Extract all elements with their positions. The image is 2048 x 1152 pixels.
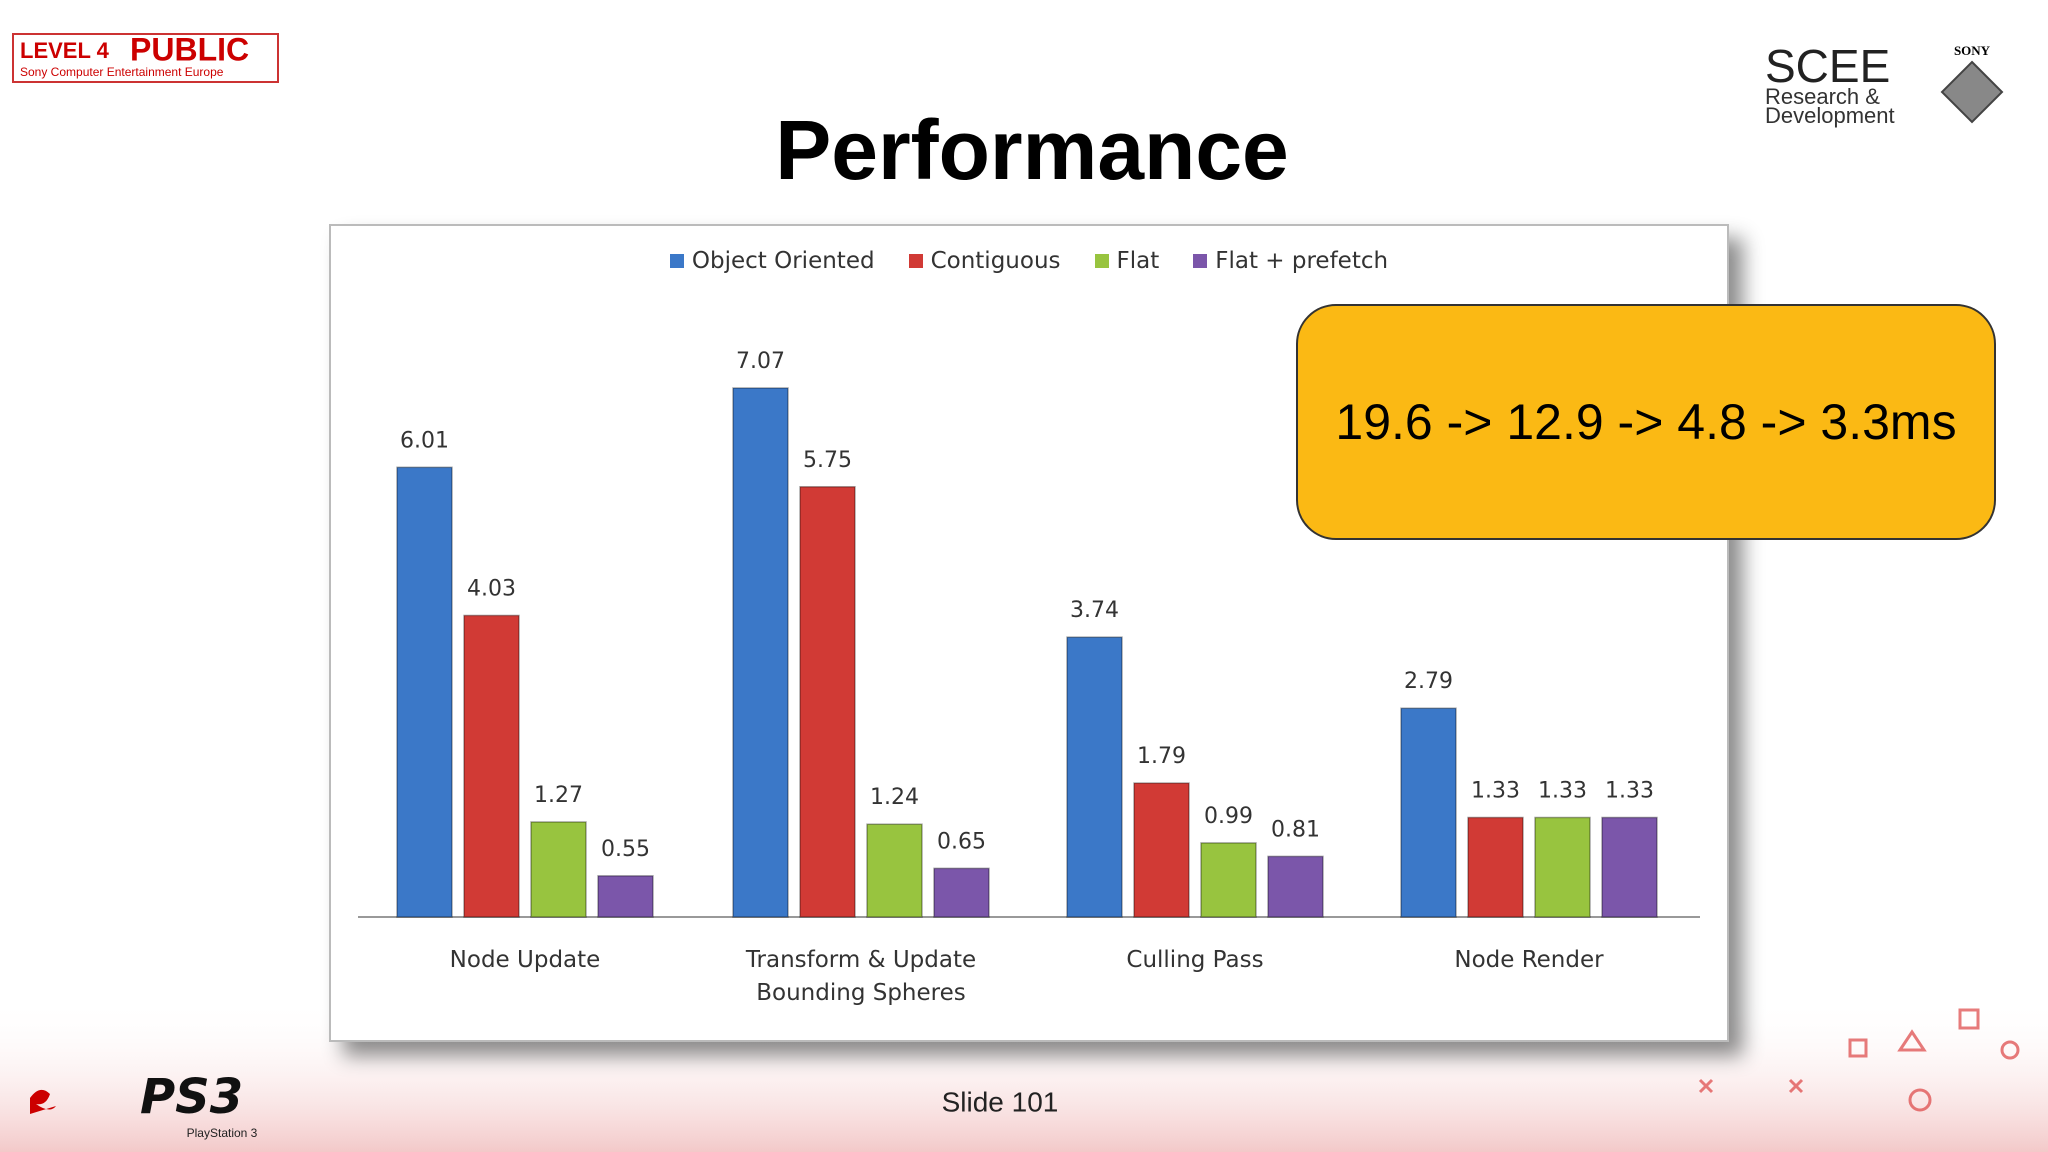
legend-swatch [669, 254, 684, 268]
badge [12, 33, 279, 83]
bar [732, 387, 789, 918]
bar [396, 466, 453, 918]
bar [1467, 816, 1524, 918]
legend-label: Object Oriented [691, 248, 875, 274]
value-label: 4.03 [467, 576, 516, 601]
bar [1200, 842, 1257, 918]
sony-diamond [1940, 60, 2004, 124]
value-label: 5.75 [803, 448, 852, 473]
value-label: 0.55 [601, 837, 650, 862]
value-label: 1.27 [534, 783, 583, 808]
bar [866, 823, 923, 918]
value-label: 7.07 [736, 349, 785, 374]
legend-item: Flat + prefetch [1193, 248, 1388, 274]
value-label: 0.99 [1204, 804, 1253, 829]
bar [799, 486, 856, 918]
scee-sub: Development [1765, 103, 1895, 128]
bar [463, 614, 520, 918]
legend-label: Flat + prefetch [1215, 248, 1389, 274]
value-label: 6.01 [400, 428, 449, 453]
bar [1267, 855, 1324, 918]
value-label: 0.81 [1271, 817, 1320, 842]
badge-public: PUBLIC [130, 31, 249, 67]
legend-label: Contiguous [930, 248, 1061, 274]
legend: Object Oriented Contiguous Flat Flat + pref… [330, 248, 1728, 274]
legend-swatch [1094, 254, 1109, 268]
slide-number: Slide 101 [942, 1086, 1059, 1117]
legend-swatch [1193, 254, 1208, 268]
ps-logo [30, 1089, 56, 1114]
x-tick-label: Node Update [449, 947, 601, 973]
value-label: 1.33 [1471, 778, 1520, 803]
x-tick-label: Node Render [1454, 947, 1604, 973]
badge-org: Sony Computer Entertainment Europe [20, 65, 224, 79]
bar [597, 875, 654, 918]
ps3-sub: PlayStation 3 [187, 1126, 258, 1140]
callout: 19.6 -> 12.9 -> 4.8 -> 3.3ms [1296, 304, 1996, 540]
value-label: 0.65 [937, 829, 986, 854]
value-label: 3.74 [1070, 598, 1119, 623]
ps3-logo: PS3 [140, 1069, 243, 1125]
bar [1534, 816, 1591, 918]
bar [1400, 707, 1457, 918]
value-label: 1.24 [870, 785, 919, 810]
badge-level: LEVEL 4 [20, 38, 110, 63]
value-label: 2.79 [1404, 669, 1453, 694]
value-label: 1.79 [1137, 744, 1186, 769]
scee-logo: SCEE [1765, 40, 1890, 92]
legend-item: Object Oriented [669, 248, 875, 274]
bar [1133, 782, 1190, 918]
legend-swatch [908, 254, 923, 268]
legend-item: Flat [1094, 248, 1160, 274]
scee-sub: Research & [1765, 84, 1880, 109]
x-tick-label: Transform & Update Bounding Spheres [745, 947, 977, 1006]
bar [1601, 816, 1658, 918]
decoration [1698, 1008, 2020, 1112]
x-tick-label: Culling Pass [1126, 947, 1264, 973]
bar [933, 867, 990, 918]
bar [530, 821, 587, 918]
value-label: 1.33 [1605, 778, 1654, 803]
legend-label: Flat [1116, 248, 1160, 274]
legend-item: Contiguous [908, 248, 1061, 274]
sony-logo: SONY [1954, 43, 1991, 58]
bar [1066, 636, 1123, 918]
slide-title: Performance [775, 103, 1289, 197]
value-label: 1.33 [1538, 778, 1587, 803]
